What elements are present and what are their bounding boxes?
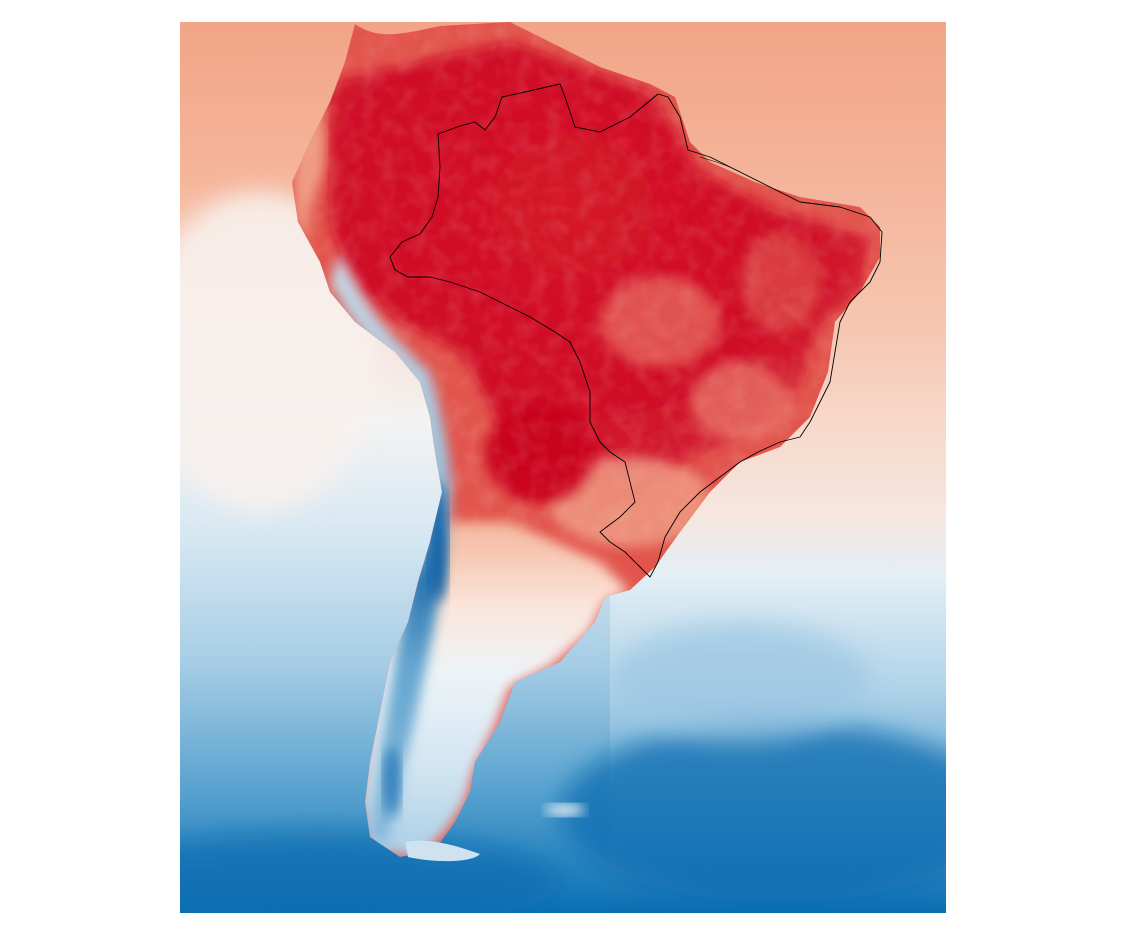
map-canvas [180,22,946,913]
brazil-border [389,83,883,578]
anomaly-map [180,22,946,913]
atlantic-cool-patch [610,622,870,742]
tierra-del-fuego [405,840,480,862]
amazon-mouth-coast [699,156,741,173]
falkland-islands [545,804,585,816]
south-atlantic-cold-zone [560,722,946,902]
patagonian-icefield [383,747,401,817]
